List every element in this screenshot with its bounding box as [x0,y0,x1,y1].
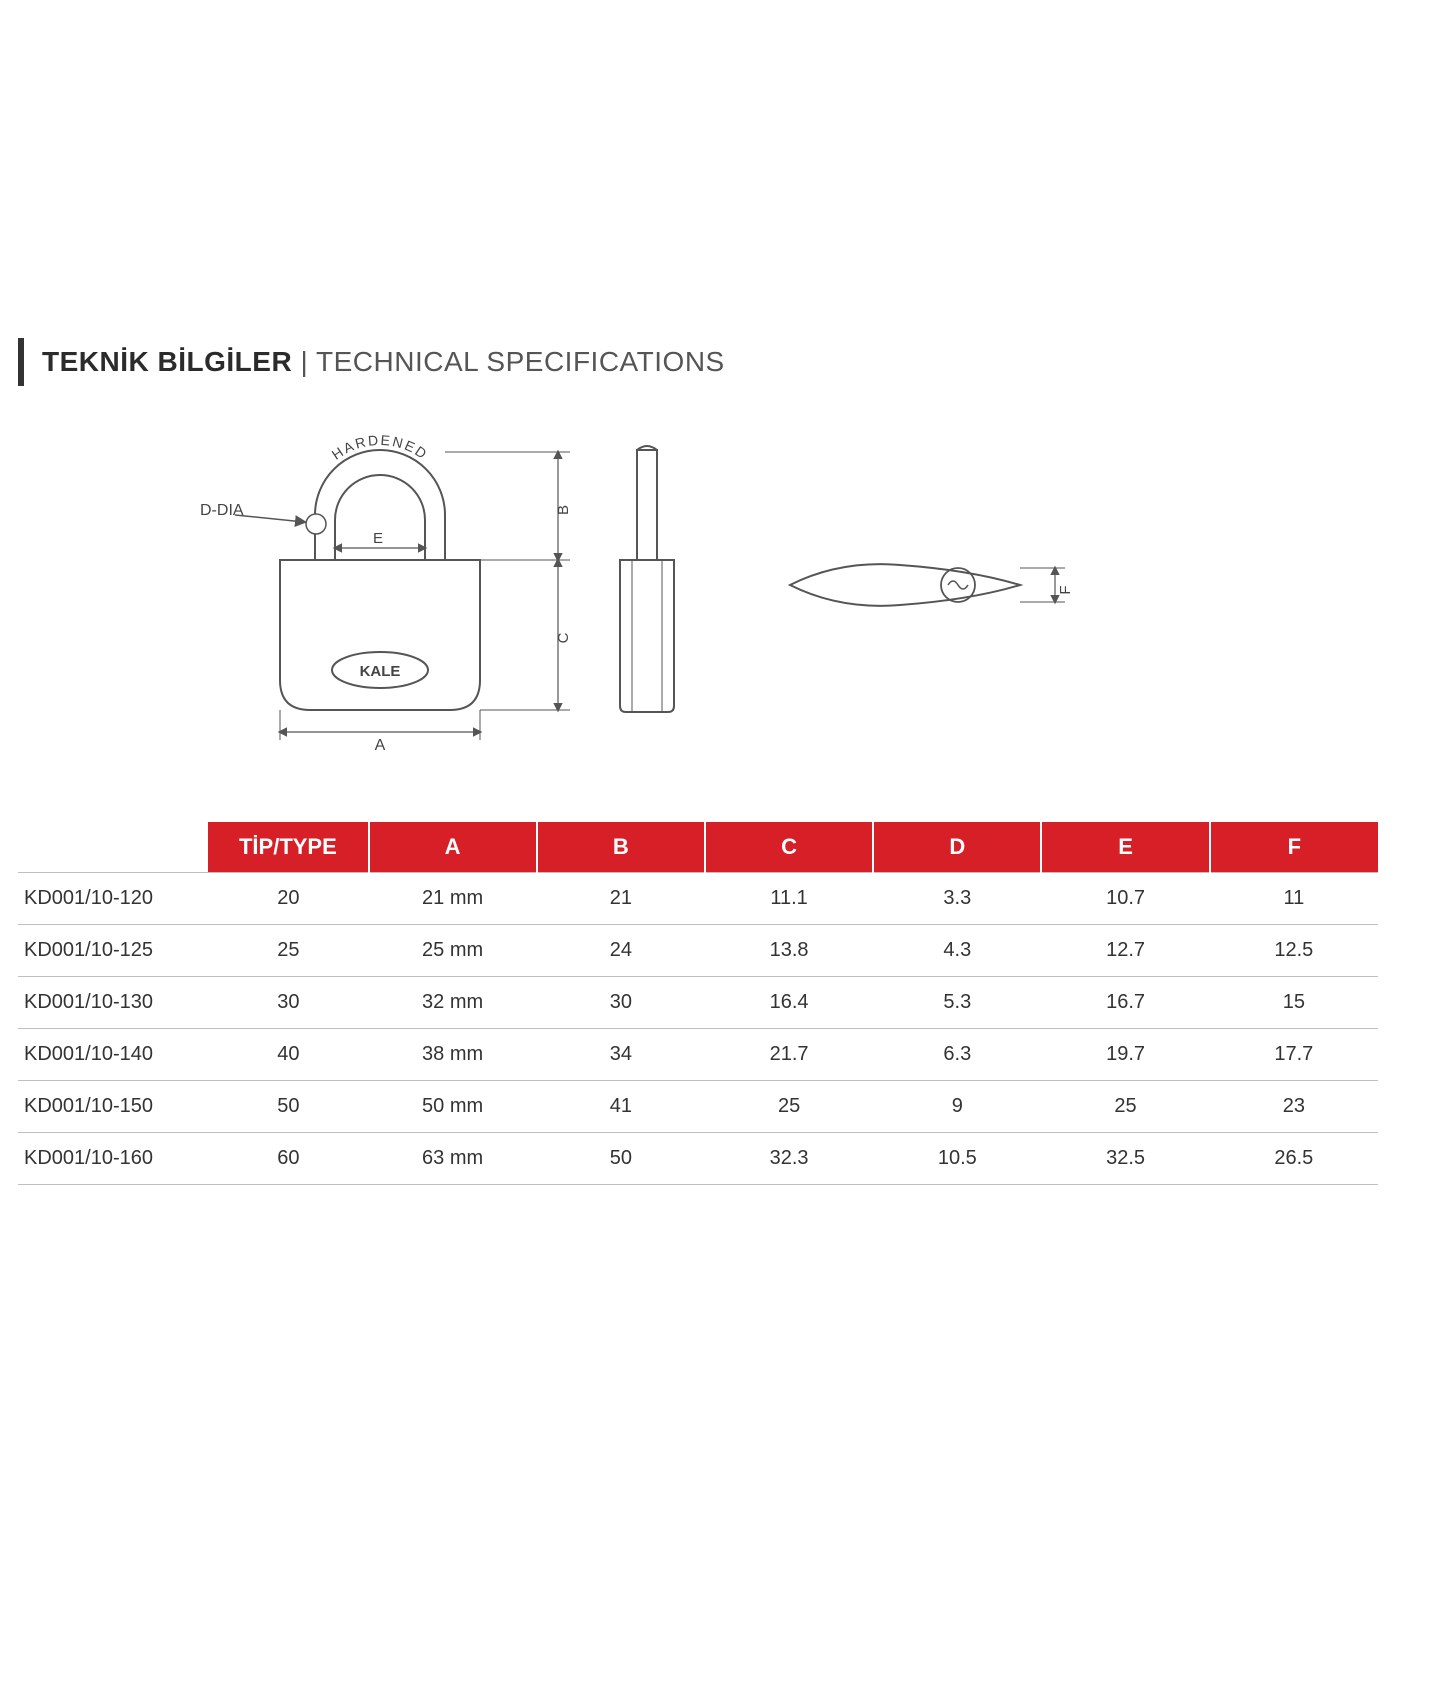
table-row: KD001/10-125 25 25 mm 24 13.8 4.3 12.7 1… [18,925,1378,977]
cell: 12.5 [1210,925,1378,977]
cell: 32.3 [705,1133,873,1185]
cell: 60 [208,1133,368,1185]
cell: 50 [537,1133,705,1185]
technical-diagram: HARDENED KALE D-DIA E [200,420,1100,780]
page: TEKNİK BİLGİLER | TECHNICAL SPECIFICATIO… [0,0,1445,1695]
svg-text:F: F [1057,585,1074,594]
cell: 11 [1210,873,1378,925]
cell-model: KD001/10-125 [18,925,208,977]
cell-model: KD001/10-140 [18,1029,208,1081]
cell: 25 [1041,1081,1209,1133]
svg-text:C: C [555,632,572,643]
diagram-svg: HARDENED KALE D-DIA E [200,420,1100,780]
cell: 3.3 [873,873,1041,925]
cell: 16.7 [1041,977,1209,1029]
cell: 15 [1210,977,1378,1029]
table-row: KD001/10-140 40 38 mm 34 21.7 6.3 19.7 1… [18,1029,1378,1081]
svg-text:B: B [555,505,572,515]
cell: 25 [208,925,368,977]
padlock-side-icon [620,446,674,712]
spec-table-body: KD001/10-120 20 21 mm 21 11.1 3.3 10.7 1… [18,873,1378,1185]
cell-model: KD001/10-160 [18,1133,208,1185]
cell: 23 [1210,1081,1378,1133]
svg-text:A: A [375,737,386,754]
cell: 12.7 [1041,925,1209,977]
cell-model: KD001/10-130 [18,977,208,1029]
shackle-text: HARDENED [329,432,431,463]
padlock-front-icon: HARDENED KALE [280,432,480,710]
cell: 32.5 [1041,1133,1209,1185]
cell: 30 [537,977,705,1029]
cell-model: KD001/10-150 [18,1081,208,1133]
cell: 26.5 [1210,1133,1378,1185]
brand-text: KALE [360,663,401,680]
cell: 38 mm [369,1029,537,1081]
padlock-top-icon [790,564,1020,606]
cell: 5.3 [873,977,1041,1029]
cell: 10.7 [1041,873,1209,925]
cell: 13.8 [705,925,873,977]
header-blank [18,822,208,873]
cell: 6.3 [873,1029,1041,1081]
cell: 50 mm [369,1081,537,1133]
cell: 9 [873,1081,1041,1133]
dimension-a: A [280,710,480,754]
table-row: KD001/10-120 20 21 mm 21 11.1 3.3 10.7 1… [18,873,1378,925]
cell: 21 [537,873,705,925]
cell: 40 [208,1029,368,1081]
header-b: B [537,822,705,873]
cell: 32 mm [369,977,537,1029]
cell: 34 [537,1029,705,1081]
table-row: KD001/10-160 60 63 mm 50 32.3 10.5 32.5 … [18,1133,1378,1185]
cell: 4.3 [873,925,1041,977]
cell: 17.7 [1210,1029,1378,1081]
cell-model: KD001/10-120 [18,873,208,925]
cell: 24 [537,925,705,977]
cell: 41 [537,1081,705,1133]
header-f: F [1210,822,1378,873]
cell: 10.5 [873,1133,1041,1185]
table-row: KD001/10-150 50 50 mm 41 25 9 25 23 [18,1081,1378,1133]
label-d-dia: D-DIA [200,502,326,534]
section-title: TEKNİK BİLGİLER | TECHNICAL SPECIFICATIO… [18,338,1442,386]
svg-text:HARDENED: HARDENED [329,432,431,463]
cell: 11.1 [705,873,873,925]
header-e: E [1041,822,1209,873]
title-primary: TEKNİK BİLGİLER [42,346,292,377]
cell: 20 [208,873,368,925]
header-d: D [873,822,1041,873]
title-separator: | [292,346,316,377]
spec-table: TİP/TYPE A B C D E F KD001/10-120 20 21 … [18,822,1378,1185]
cell: 25 [705,1081,873,1133]
header-tip: TİP/TYPE [208,822,368,873]
cell: 16.4 [705,977,873,1029]
cell: 63 mm [369,1133,537,1185]
header-c: C [705,822,873,873]
header-a: A [369,822,537,873]
cell: 21.7 [705,1029,873,1081]
cell: 25 mm [369,925,537,977]
dimension-f: F [1020,568,1074,602]
cell: 50 [208,1081,368,1133]
svg-text:D-DIA: D-DIA [200,502,244,519]
svg-text:E: E [373,530,383,547]
cell: 30 [208,977,368,1029]
title-secondary: TECHNICAL SPECIFICATIONS [316,346,725,377]
dimension-e: E [335,530,425,558]
cell: 19.7 [1041,1029,1209,1081]
table-row: KD001/10-130 30 32 mm 30 16.4 5.3 16.7 1… [18,977,1378,1029]
spec-table-header: TİP/TYPE A B C D E F [18,822,1378,873]
cell: 21 mm [369,873,537,925]
